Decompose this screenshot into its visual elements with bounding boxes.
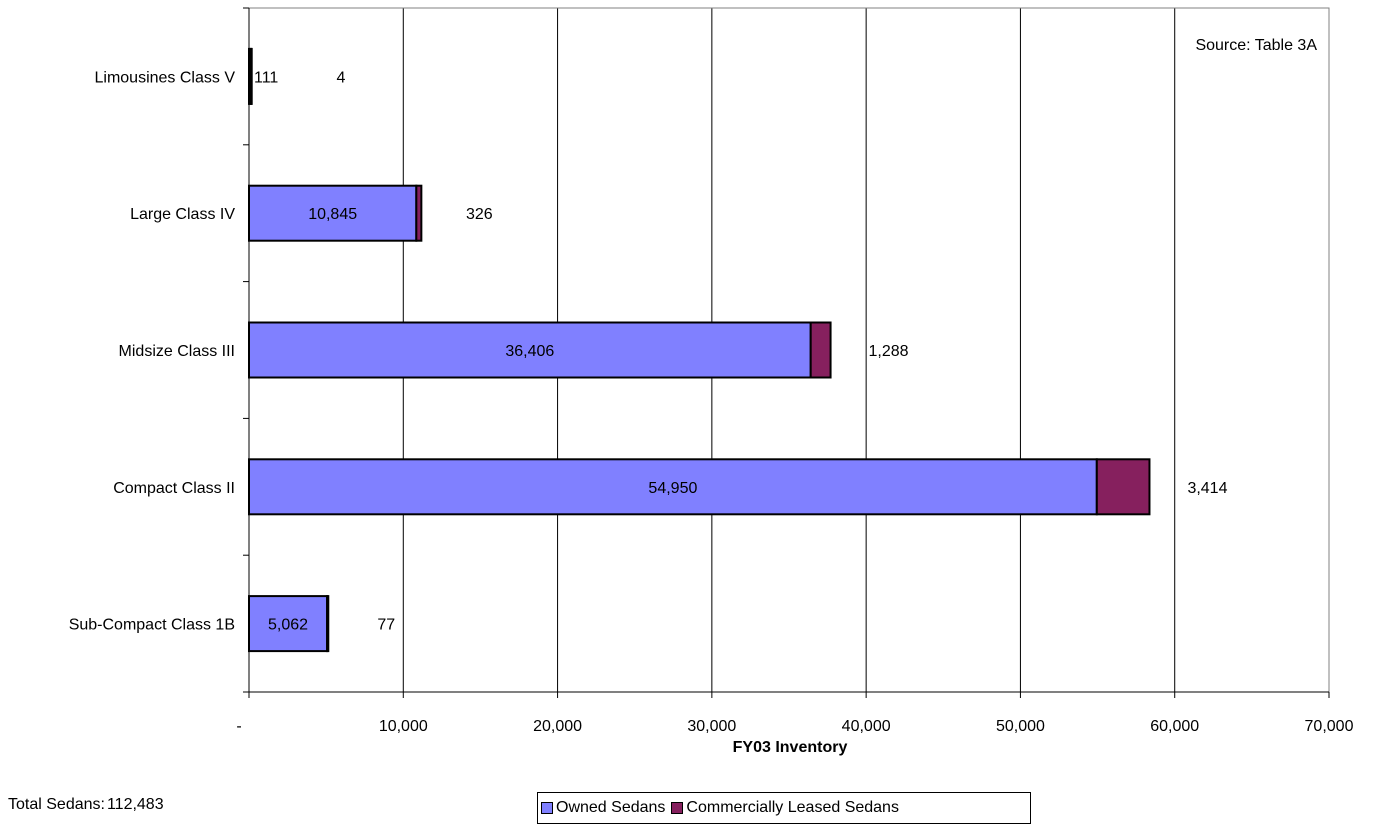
legend-item-owned: Owned Sedans [541,799,665,817]
bar-leased [809,321,832,379]
x-tick-label: 70,000 [1305,718,1354,735]
data-label-leased: 326 [466,206,493,223]
legend-swatch-leased [671,802,684,814]
legend-label-owned: Owned Sedans [556,799,666,816]
y-category-label: Limousines Class V [95,69,236,86]
x-tick-label: 10,000 [379,718,428,735]
x-tick-label: 50,000 [996,718,1045,735]
x-tick-label: 30,000 [687,718,736,735]
x-tick-label: 60,000 [1150,718,1199,735]
x-tick-label: 20,000 [533,718,582,735]
data-label-leased: 1,288 [869,343,909,360]
source-annotation: Source: Table 3A [1195,37,1317,54]
total-sedans-value: 112,483 [106,796,164,813]
data-label-leased: 3,414 [1187,480,1227,497]
total-sedans-label: Total Sedans: [8,796,105,813]
y-category-label: Sub-Compact Class 1B [69,617,235,634]
data-label-owned: 10,845 [308,206,357,223]
legend-item-leased: Commercially Leased Sedans [671,799,899,817]
data-label-leased: 77 [377,617,395,634]
bar-leased [326,595,330,653]
data-label-owned: 5,062 [268,617,308,634]
x-tick-label: - [236,718,241,735]
legend: Owned Sedans Commercially Leased Sedans [537,792,1031,824]
data-label-owned: 36,406 [505,343,554,360]
y-category-label: Compact Class II [113,480,235,497]
data-label-leased: 4 [337,69,346,86]
legend-label-leased: Commercially Leased Sedans [686,799,899,816]
y-category-label: Large Class IV [130,206,235,223]
data-label-owned: 111 [254,69,278,86]
bar-leased [1095,458,1151,516]
legend-swatch-owned [541,802,553,814]
bar-owned [248,458,1098,516]
y-category-label: Midsize Class III [119,343,235,360]
data-label-owned: 54,950 [648,480,697,497]
x-tick-label: 40,000 [842,718,891,735]
bar-leased [249,47,253,105]
bar-leased [415,184,423,242]
total-sedans-note: Total Sedans: 112,483 [8,796,164,814]
x-axis-title: FY03 Inventory [733,739,848,756]
bar-owned [248,595,329,653]
